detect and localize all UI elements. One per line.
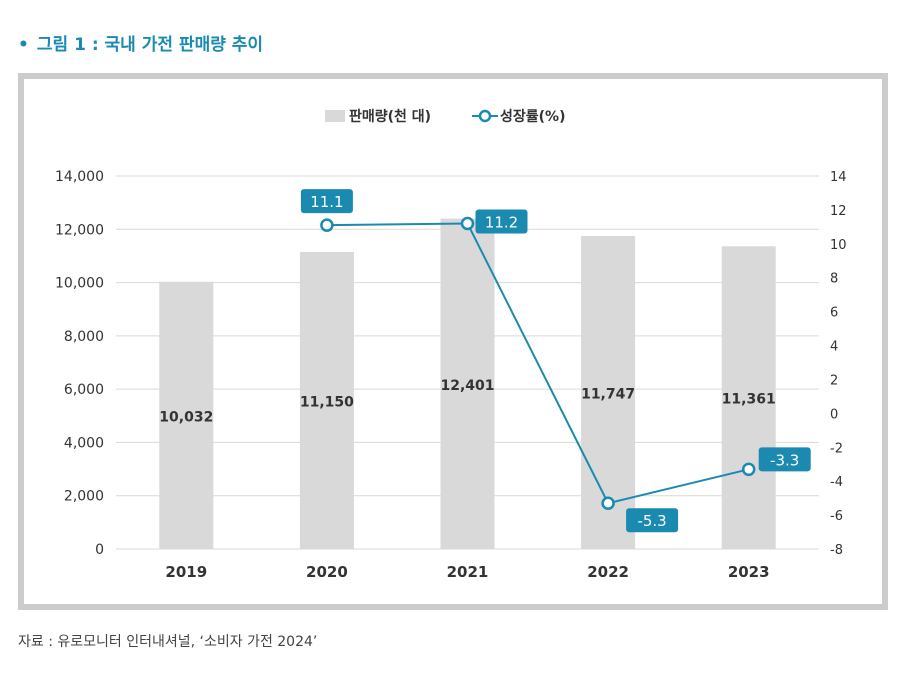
legend-bar-swatch — [325, 110, 345, 122]
right-axis-tick-label: 4 — [830, 340, 838, 355]
legend-line-marker — [478, 109, 492, 123]
right-axis-tick-label: 6 — [830, 306, 838, 321]
bar — [159, 281, 214, 549]
right-axis-tick-label: 14 — [830, 170, 847, 185]
x-axis-tick-label: 2020 — [306, 563, 348, 581]
x-axis-tick-label: 2019 — [165, 563, 207, 581]
bar-value-label: 10,032 — [159, 409, 213, 425]
bar-value-label: 11,150 — [300, 394, 354, 410]
right-axis-tick-label: -8 — [830, 543, 843, 558]
x-axis-tick-label: 2023 — [728, 563, 770, 581]
left-axis-tick-label: 0 — [95, 542, 104, 558]
growth-value-label: 11.2 — [485, 213, 518, 231]
growth-line — [326, 222, 749, 505]
title-bullet: • — [18, 35, 29, 55]
growth-point — [741, 462, 756, 477]
figure-title-text: 그림 1 : 국내 가전 판매량 추이 — [36, 35, 264, 55]
right-axis-tick-label: 12 — [830, 204, 847, 219]
left-axis-tick-label: 12,000 — [55, 222, 104, 238]
growth-point — [601, 496, 615, 510]
left-axis-tick-label: 10,000 — [55, 276, 104, 292]
growth-label-box — [300, 189, 353, 214]
growth-value-label: -5.3 — [637, 512, 666, 530]
right-axis-tick-label: 10 — [830, 238, 847, 253]
bar-value-label: 12,401 — [440, 378, 494, 394]
growth-value-label: 11.1 — [310, 193, 343, 211]
left-axis-tick-label: 2,000 — [64, 489, 104, 505]
right-axis-tick-label: -2 — [830, 441, 843, 456]
right-axis-tick-label: 0 — [830, 407, 838, 422]
bar — [299, 251, 354, 550]
left-axis-tick-label: 14,000 — [55, 169, 104, 185]
x-axis-tick-label: 2021 — [447, 563, 489, 581]
x-axis-tick-label: 2022 — [587, 563, 629, 581]
growth-value-label: -3.3 — [770, 451, 799, 469]
right-axis-tick-label: -4 — [830, 475, 843, 490]
growth-point — [320, 218, 334, 232]
bar-value-label: 11,361 — [722, 392, 776, 408]
source-note: 자료 : 유로모니터 인터내셔널, ‘소비자 가전 2024’ — [18, 634, 318, 650]
growth-label-box — [475, 209, 528, 234]
right-axis-tick-label: 8 — [830, 272, 838, 287]
bar — [721, 246, 776, 550]
figure-title: • 그림 1 : 국내 가전 판매량 추이 — [18, 30, 263, 55]
legend-line-label: 성장률(%) — [500, 108, 565, 125]
chart-frame: 0 2,000 4,000 6,000 8,000 10,000 12,000 14,000 -… — [18, 73, 888, 610]
left-axis-tick-label: 8,000 — [64, 329, 104, 345]
bar — [440, 218, 495, 549]
growth-point — [460, 216, 475, 231]
sales-chart: 0 2,000 4,000 6,000 8,000 10,000 12,000 14,000 -… — [55, 108, 847, 581]
right-axis-tick-label: 2 — [830, 373, 838, 388]
growth-label-box — [758, 447, 811, 472]
left-axis-tick-label: 6,000 — [64, 382, 104, 398]
right-axis-tick-label: -6 — [830, 509, 843, 524]
bar-value-label: 11,747 — [581, 387, 635, 403]
legend-bar-label: 판매량(천 대) — [349, 109, 431, 125]
left-axis-tick-label: 4,000 — [64, 435, 104, 451]
growth-label-box — [626, 508, 679, 533]
